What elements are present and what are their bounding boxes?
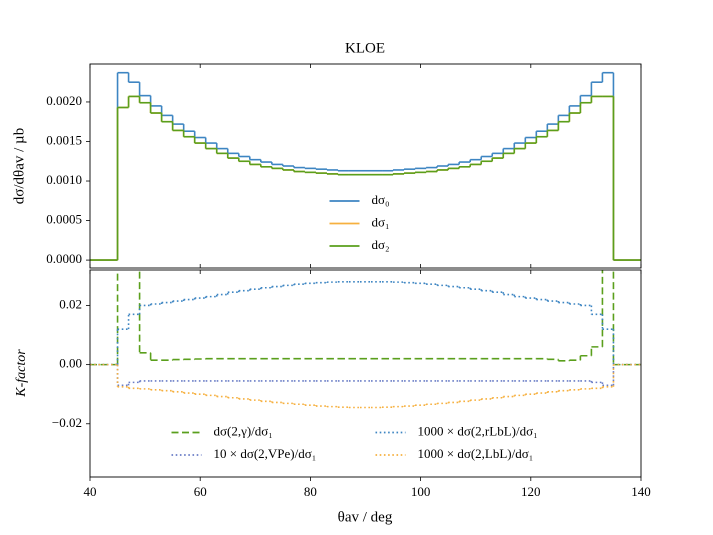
x-tick-label: 60: [194, 484, 207, 499]
axes-frame: [89, 63, 642, 269]
y-axis-label: dσ/dθav / µb: [11, 128, 27, 204]
y-tick-label: −0.02: [52, 415, 82, 430]
y-tick-label: 0.02: [59, 296, 82, 311]
y-axis-label: K-factor: [14, 349, 29, 398]
x-axis-label: θav / deg: [338, 509, 393, 525]
legend-label: dσ(2,γ)/dσ₁: [214, 423, 273, 438]
y-tick-label: 0.0020: [46, 93, 82, 108]
x-tick-label: 120: [521, 484, 541, 499]
legend-label: 1000 × dσ(2,LbL)/dσ₁: [418, 446, 534, 461]
axes-frame: [89, 269, 642, 478]
legend-label: dσ₂: [372, 237, 390, 252]
legend-label: 10 × dσ(2,VPe)/dσ₁: [214, 446, 317, 461]
y-tick-label: 0.0010: [46, 172, 82, 187]
legend-label: 1000 × dσ(2,rLbL)/dσ₁: [418, 423, 538, 438]
y-tick-label: 0.0005: [46, 212, 82, 227]
plot-area: [90, 270, 641, 409]
y-tick-label: 0.0015: [46, 132, 82, 147]
y-tick-label: 0.00: [59, 356, 82, 371]
plot-area: [90, 71, 641, 261]
legend-label: dσ₁: [372, 214, 390, 229]
x-tick-label: 80: [304, 484, 317, 499]
x-tick-label: 40: [84, 484, 97, 499]
x-tick-label: 140: [631, 484, 651, 499]
chart-title: KLOE: [345, 40, 385, 56]
y-tick-label: 0.0000: [46, 251, 82, 266]
legend-label: dσ₀: [372, 192, 390, 207]
x-tick-label: 100: [411, 484, 431, 499]
